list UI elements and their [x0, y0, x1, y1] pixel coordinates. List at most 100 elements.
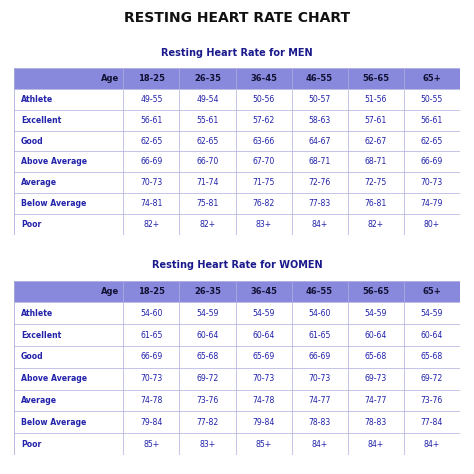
Bar — [292, 281, 347, 302]
Bar — [236, 131, 292, 152]
Bar — [14, 249, 460, 281]
Text: 46-55: 46-55 — [306, 74, 333, 83]
Bar — [292, 193, 347, 214]
Bar — [404, 302, 460, 324]
Bar — [347, 324, 404, 346]
Text: 74-81: 74-81 — [140, 199, 163, 208]
Bar — [180, 433, 236, 455]
Text: 54-59: 54-59 — [420, 309, 443, 318]
Text: 66-69: 66-69 — [420, 157, 443, 166]
Bar — [292, 411, 347, 433]
Text: 62-65: 62-65 — [420, 137, 443, 146]
Text: 54-59: 54-59 — [252, 309, 275, 318]
Bar — [347, 390, 404, 411]
Text: 70-73: 70-73 — [140, 374, 163, 383]
Text: 67-70: 67-70 — [253, 157, 274, 166]
Text: Average: Average — [21, 396, 57, 405]
Bar — [14, 38, 460, 68]
Bar — [123, 390, 180, 411]
Text: 77-84: 77-84 — [420, 418, 443, 427]
Bar — [236, 390, 292, 411]
Text: 49-55: 49-55 — [140, 95, 163, 104]
Text: 78-83: 78-83 — [309, 418, 331, 427]
Bar — [14, 68, 123, 89]
Text: 68-71: 68-71 — [309, 157, 331, 166]
Bar — [292, 433, 347, 455]
Text: 56-65: 56-65 — [362, 287, 389, 296]
Text: 65-68: 65-68 — [365, 353, 387, 362]
Text: Age: Age — [100, 287, 119, 296]
Text: 70-73: 70-73 — [420, 178, 443, 187]
Text: 75-81: 75-81 — [196, 199, 219, 208]
Text: Below Average: Below Average — [21, 199, 86, 208]
Bar — [14, 411, 123, 433]
Bar — [347, 89, 404, 110]
Text: 65+: 65+ — [422, 74, 441, 83]
Text: Average: Average — [21, 178, 57, 187]
Bar — [14, 281, 123, 302]
Bar — [292, 368, 347, 390]
Bar — [404, 433, 460, 455]
Bar — [292, 302, 347, 324]
Text: 72-75: 72-75 — [365, 178, 387, 187]
Bar — [292, 110, 347, 131]
Bar — [236, 281, 292, 302]
Text: Athlete: Athlete — [21, 309, 53, 318]
Text: 57-61: 57-61 — [365, 116, 387, 125]
Bar — [292, 324, 347, 346]
Text: 54-60: 54-60 — [309, 309, 331, 318]
Text: 66-69: 66-69 — [140, 353, 163, 362]
Bar — [347, 110, 404, 131]
Text: 56-61: 56-61 — [140, 116, 163, 125]
Bar — [236, 411, 292, 433]
Text: 69-73: 69-73 — [365, 374, 387, 383]
Text: 73-76: 73-76 — [196, 396, 219, 405]
Text: 60-64: 60-64 — [420, 331, 443, 340]
Bar — [347, 368, 404, 390]
Bar — [404, 214, 460, 235]
Bar — [236, 324, 292, 346]
Bar — [180, 302, 236, 324]
Bar — [180, 110, 236, 131]
Bar — [14, 172, 123, 193]
Bar — [14, 214, 123, 235]
Text: Excellent: Excellent — [21, 331, 61, 340]
Text: 36-45: 36-45 — [250, 287, 277, 296]
Text: 50-55: 50-55 — [420, 95, 443, 104]
Text: 62-65: 62-65 — [140, 137, 163, 146]
Bar — [123, 281, 180, 302]
Text: 26-35: 26-35 — [194, 74, 221, 83]
Text: 74-77: 74-77 — [309, 396, 331, 405]
Text: 18-25: 18-25 — [138, 287, 165, 296]
Text: 54-59: 54-59 — [365, 309, 387, 318]
Text: 74-78: 74-78 — [140, 396, 163, 405]
Text: Excellent: Excellent — [21, 116, 61, 125]
Text: 71-74: 71-74 — [196, 178, 219, 187]
Bar — [123, 172, 180, 193]
Bar — [180, 324, 236, 346]
Bar — [14, 110, 123, 131]
Text: 71-75: 71-75 — [252, 178, 275, 187]
Bar — [347, 346, 404, 368]
Text: 61-65: 61-65 — [309, 331, 331, 340]
Bar — [123, 411, 180, 433]
Bar — [236, 433, 292, 455]
Text: 83+: 83+ — [255, 220, 272, 229]
Bar — [404, 110, 460, 131]
Text: 66-69: 66-69 — [140, 157, 163, 166]
Bar — [180, 281, 236, 302]
Bar — [180, 368, 236, 390]
Text: 56-61: 56-61 — [420, 116, 443, 125]
Bar — [123, 131, 180, 152]
Text: 56-65: 56-65 — [362, 74, 389, 83]
Text: 69-72: 69-72 — [420, 374, 443, 383]
Text: Below Average: Below Average — [21, 418, 86, 427]
Bar — [123, 433, 180, 455]
Text: 26-35: 26-35 — [194, 287, 221, 296]
Bar — [123, 110, 180, 131]
Bar — [180, 68, 236, 89]
Bar — [404, 172, 460, 193]
Bar — [404, 193, 460, 214]
Bar — [236, 346, 292, 368]
Text: 84+: 84+ — [424, 440, 440, 449]
